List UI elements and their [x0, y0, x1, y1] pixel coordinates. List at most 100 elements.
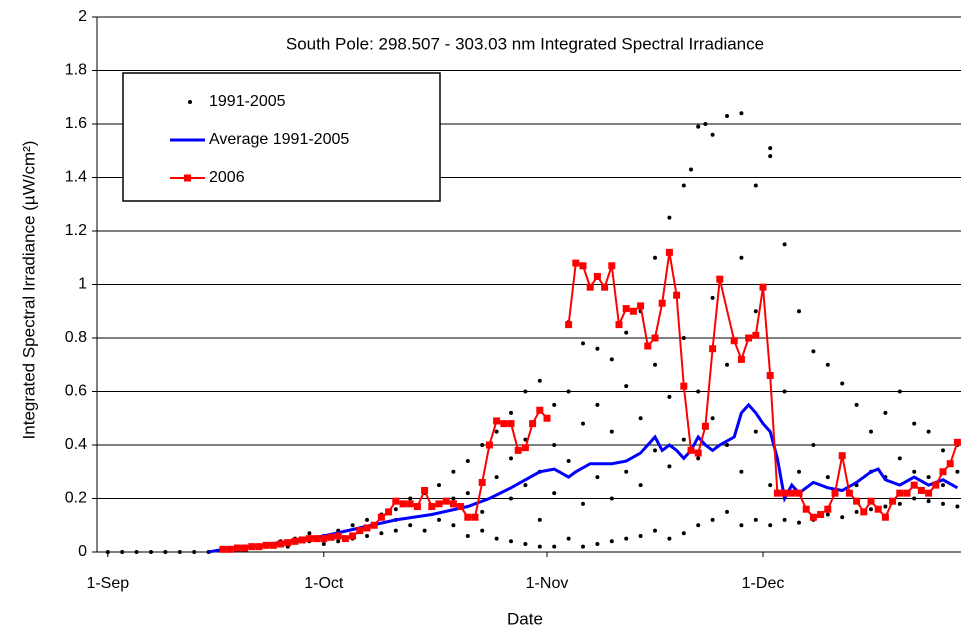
- data-marker: [406, 500, 414, 508]
- data-dot: [566, 389, 571, 394]
- data-marker: [795, 489, 803, 497]
- data-dot: [689, 167, 693, 172]
- data-dot: [797, 520, 801, 525]
- data-dot: [336, 539, 341, 544]
- data-dot: [667, 464, 672, 469]
- data-marker: [269, 541, 277, 549]
- data-marker: [349, 532, 357, 540]
- data-dot: [581, 544, 585, 549]
- data-marker: [284, 539, 292, 547]
- data-dot: [523, 389, 528, 394]
- data-marker: [788, 489, 796, 497]
- data-marker: [953, 438, 961, 446]
- data-dot: [840, 381, 845, 386]
- data-dot: [768, 154, 773, 159]
- data-dot: [696, 456, 701, 461]
- legend-label: Average 1991-2005: [209, 131, 349, 148]
- data-dot: [163, 550, 168, 554]
- data-marker: [824, 505, 832, 513]
- data-dot: [494, 429, 499, 434]
- data-dot: [739, 255, 744, 260]
- data-dot: [379, 531, 384, 536]
- legend-box: [122, 72, 441, 202]
- data-marker: [298, 536, 306, 544]
- data-dot: [797, 309, 801, 314]
- data-dot: [926, 429, 931, 434]
- data-dot: [437, 483, 441, 488]
- data-marker: [817, 511, 825, 519]
- data-dot: [177, 550, 182, 554]
- data-dot: [753, 309, 758, 314]
- data-marker: [255, 543, 263, 551]
- data-dot: [609, 496, 614, 501]
- y-tick-label: 0: [78, 543, 87, 560]
- data-marker: [277, 540, 285, 548]
- legend-symbol: [188, 100, 192, 104]
- data-dot: [912, 421, 917, 426]
- data-marker: [932, 481, 940, 489]
- data-dot: [120, 550, 125, 554]
- data-dot: [725, 443, 729, 447]
- data-marker: [219, 545, 227, 553]
- data-marker: [478, 478, 486, 486]
- y-tick-label: 1: [78, 276, 87, 293]
- data-marker: [651, 334, 659, 342]
- data-marker: [759, 283, 767, 291]
- data-marker: [673, 291, 681, 299]
- data-dot: [869, 507, 873, 512]
- data-dot: [653, 448, 657, 453]
- data-dot: [725, 362, 729, 367]
- data-dot: [451, 469, 456, 474]
- data-dot: [653, 528, 657, 533]
- data-marker: [766, 371, 774, 379]
- data-dot: [480, 528, 485, 533]
- data-marker: [233, 544, 241, 552]
- data-dot: [955, 469, 960, 474]
- data-marker: [680, 382, 688, 390]
- data-marker: [413, 503, 421, 511]
- data-marker: [356, 527, 364, 535]
- data-dot: [710, 517, 715, 522]
- data-dot: [897, 389, 902, 394]
- legend-label: 2006: [209, 169, 245, 186]
- data-marker: [435, 500, 443, 508]
- data-dot: [638, 533, 643, 538]
- data-marker: [809, 513, 817, 521]
- data-dot: [437, 517, 441, 522]
- data-marker: [291, 537, 299, 545]
- series-line: [223, 252, 959, 551]
- data-marker: [500, 420, 508, 428]
- data-marker: [262, 541, 270, 549]
- data-dot: [365, 517, 369, 522]
- data-dot: [465, 491, 470, 496]
- data-marker: [241, 544, 249, 552]
- legend: 1991-2005 Average 1991-2005 2006: [122, 72, 441, 202]
- data-dot: [926, 475, 931, 480]
- data-dot: [739, 469, 744, 474]
- data-dot: [696, 523, 701, 528]
- data-dot: [408, 496, 413, 501]
- data-dot: [897, 501, 902, 506]
- data-dot: [566, 459, 571, 464]
- data-marker: [773, 489, 781, 497]
- data-dot: [681, 437, 686, 442]
- data-marker: [903, 489, 911, 497]
- x-tick-label: 1-Nov: [526, 575, 569, 592]
- data-marker: [881, 513, 889, 521]
- data-dot: [912, 496, 917, 501]
- data-marker: [521, 444, 529, 452]
- x-axis-label: Date: [507, 609, 543, 628]
- data-dot: [523, 483, 528, 488]
- data-marker: [737, 355, 745, 363]
- data-marker: [442, 497, 450, 505]
- data-dot: [595, 402, 600, 407]
- data-dot: [609, 429, 614, 434]
- data-marker: [745, 334, 753, 342]
- data-dot: [941, 448, 945, 453]
- data-dot: [653, 362, 657, 367]
- y-tick-label: 0.4: [65, 436, 87, 453]
- series-line: [208, 402, 959, 554]
- data-dot: [739, 523, 744, 528]
- data-dot: [350, 523, 355, 528]
- data-marker: [629, 307, 637, 315]
